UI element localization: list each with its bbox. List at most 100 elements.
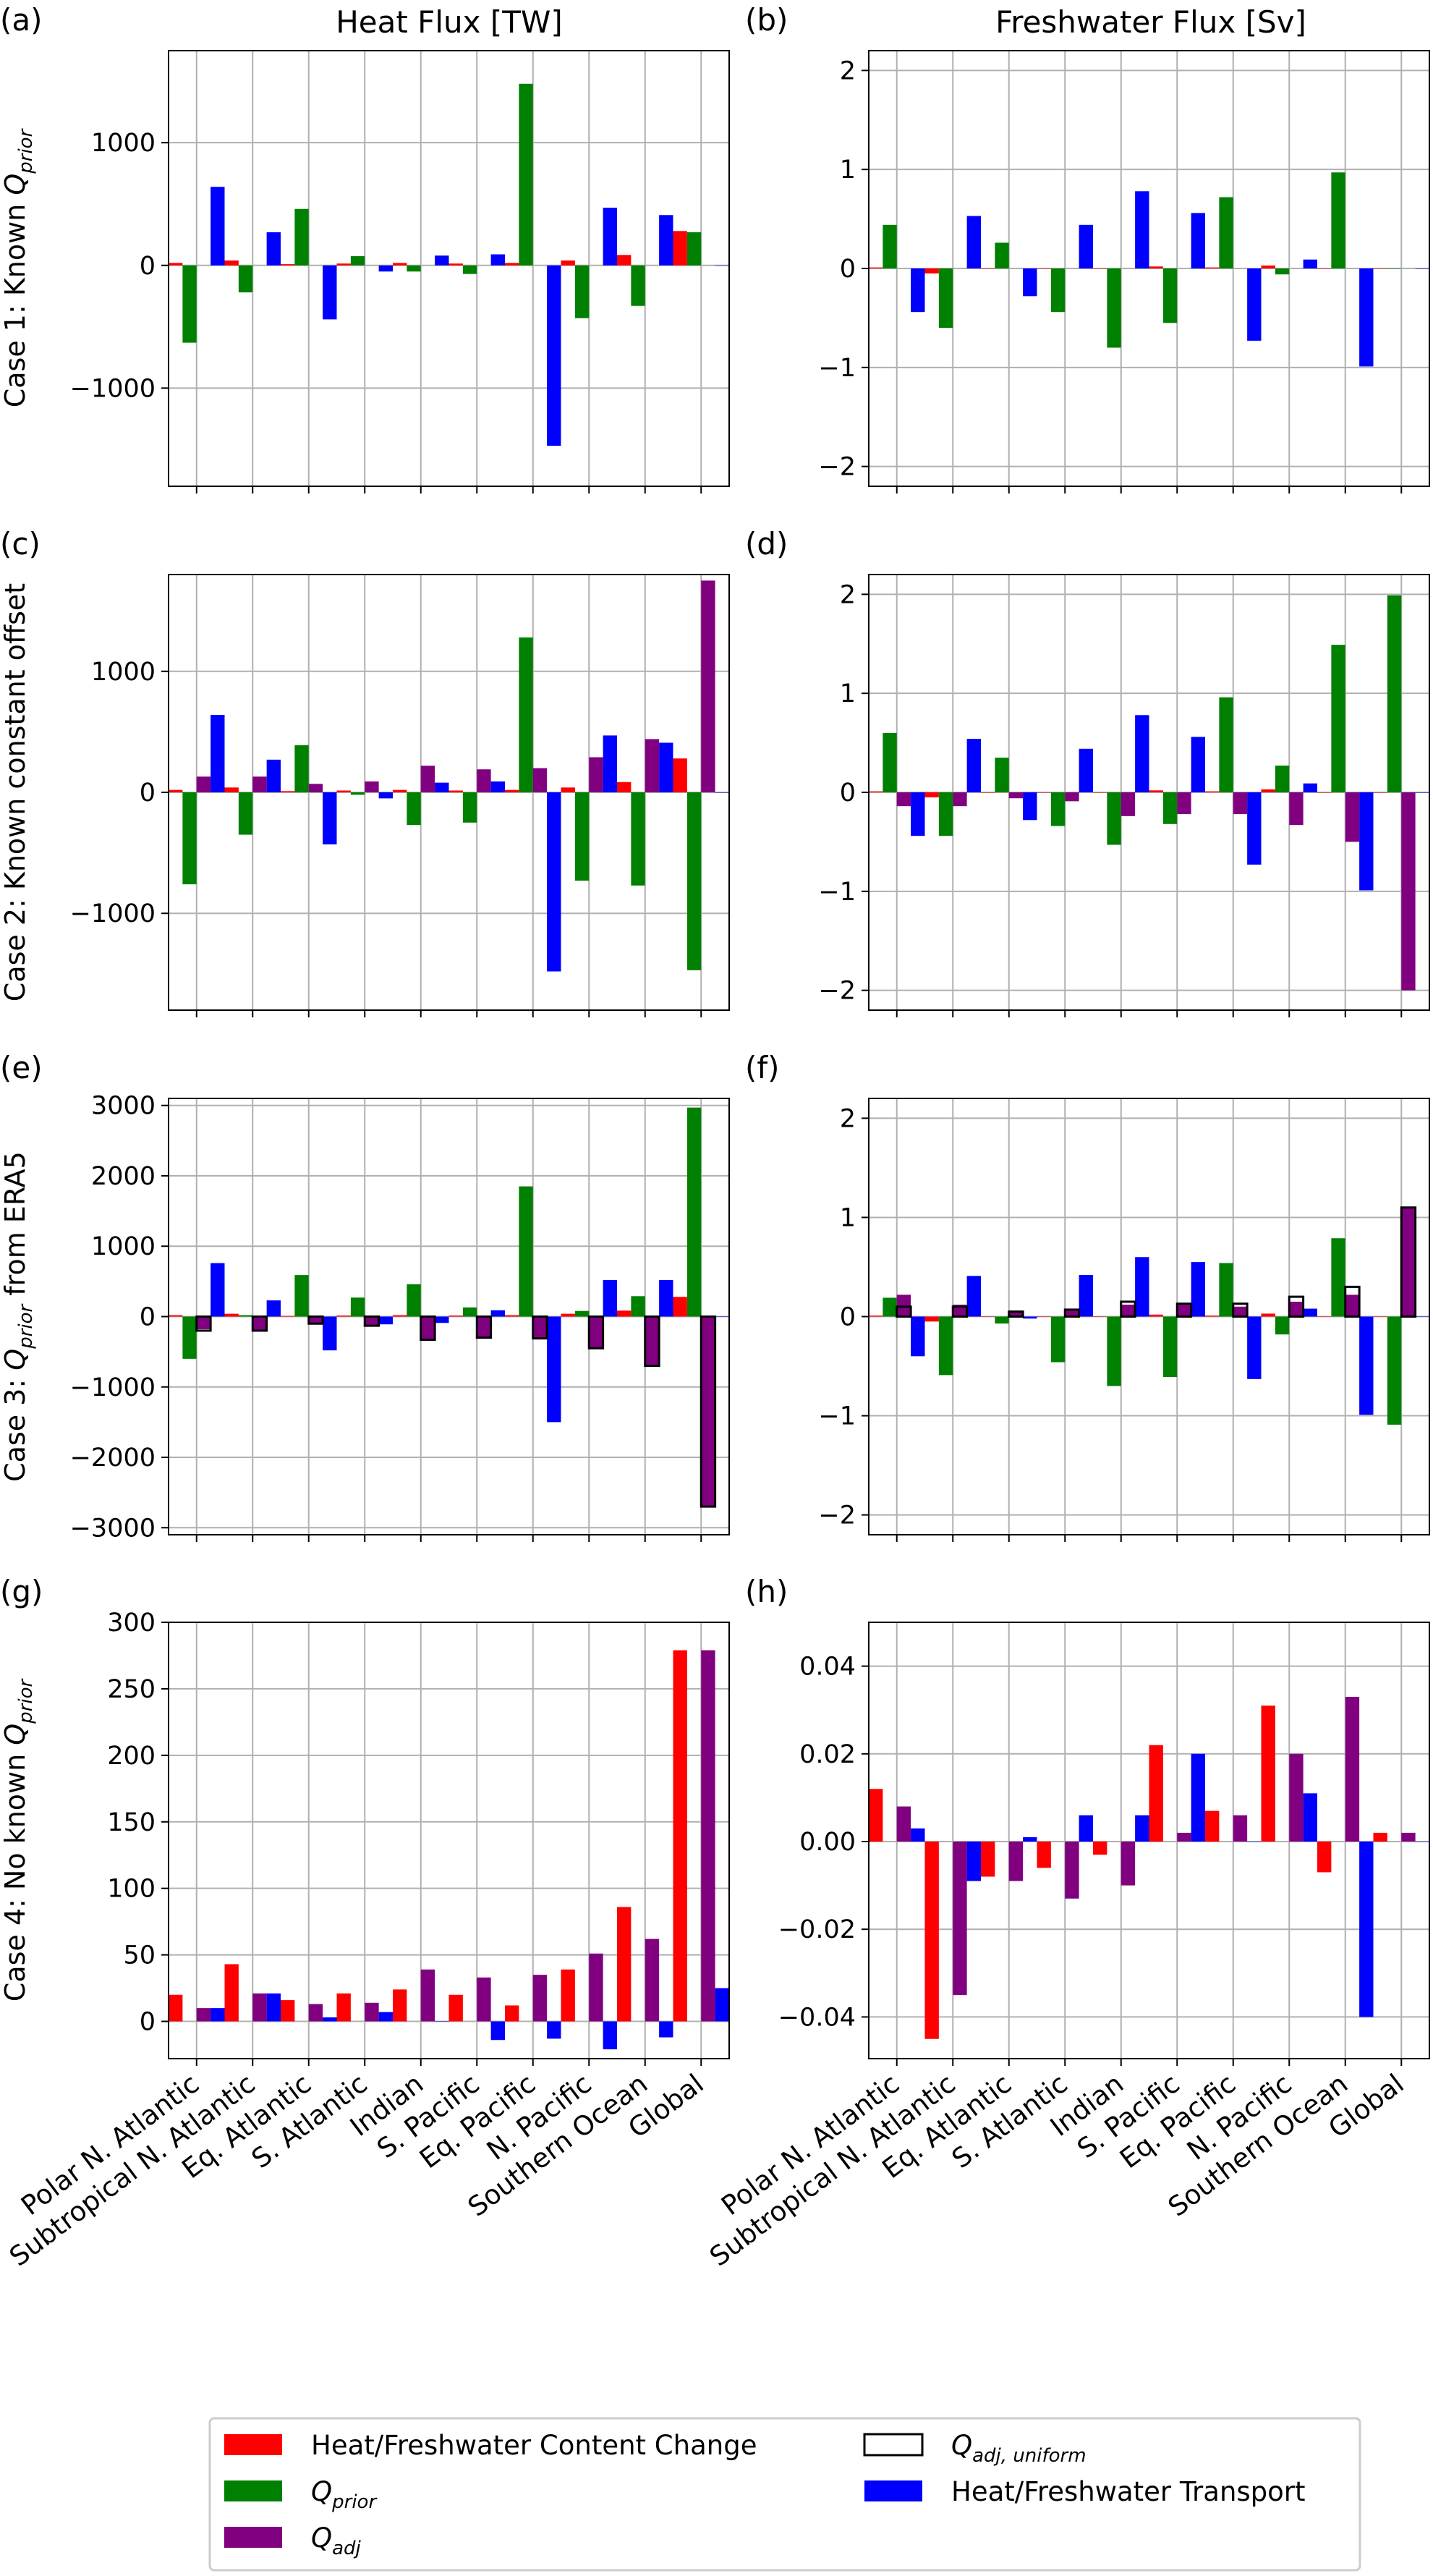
bar-q-adj bbox=[953, 1842, 967, 1996]
legend-swatch bbox=[864, 2480, 922, 2501]
bar-transport bbox=[1415, 268, 1429, 269]
bar-q-prior bbox=[1387, 595, 1402, 792]
bar-q-prior bbox=[1331, 645, 1345, 792]
bar-transport bbox=[378, 1316, 393, 1325]
bar-q-adj bbox=[532, 1975, 548, 2022]
panel-h: −0.04−0.020.000.020.04(h)Polar N. Atlant… bbox=[704, 1574, 1430, 2273]
bar-q-adj bbox=[1233, 1306, 1248, 1317]
bar-transport bbox=[547, 265, 561, 446]
bar-q-prior bbox=[686, 1107, 702, 1317]
bar-q-adj bbox=[365, 781, 379, 792]
panel-letter: (e) bbox=[0, 1050, 43, 1085]
bar-transport bbox=[490, 254, 505, 266]
bar-content-change bbox=[981, 268, 995, 269]
bar-q-adj bbox=[365, 2002, 379, 2022]
bar-q-prior bbox=[407, 792, 421, 826]
bar-content-change bbox=[505, 263, 519, 266]
bar-content-change bbox=[1205, 1810, 1220, 1842]
bar-q-adj bbox=[1401, 1832, 1416, 1842]
bar-q-prior bbox=[1219, 197, 1233, 268]
y-tick-label: 2 bbox=[840, 56, 856, 85]
y-tick-label: 0 bbox=[840, 1303, 856, 1332]
bar-q-prior bbox=[238, 1315, 253, 1317]
bar-content-change bbox=[561, 1969, 575, 2022]
bar-transport bbox=[547, 792, 561, 972]
bar-content-change bbox=[1317, 792, 1332, 793]
bar-transport bbox=[1023, 1836, 1037, 1842]
bar-q-prior bbox=[182, 792, 197, 885]
bar-q-adj bbox=[252, 1993, 267, 2022]
bar-content-change bbox=[1317, 1316, 1332, 1317]
bar-content-change bbox=[1093, 792, 1107, 793]
bar-transport bbox=[966, 1276, 981, 1317]
bar-q-prior bbox=[1331, 1238, 1345, 1317]
panel-b: −2 −1 0 1 2 (b) bbox=[745, 2, 1430, 493]
y-axis-label: Case 2: Known constant offset bbox=[0, 583, 31, 1001]
bar-content-change bbox=[281, 264, 295, 266]
bar-content-change bbox=[336, 263, 351, 266]
y-tick-label: 1 bbox=[840, 679, 856, 708]
bar-q-adj-uniform bbox=[1344, 1285, 1361, 1318]
legend: Heat/Freshwater Content Change Qprior Qadj… bbox=[208, 2417, 1361, 2572]
bar-transport bbox=[1359, 792, 1374, 891]
bar-transport bbox=[659, 742, 673, 792]
bar-transport bbox=[966, 216, 981, 268]
bar-q-adj bbox=[1065, 1310, 1079, 1317]
bar-q-adj-uniform bbox=[1232, 1302, 1249, 1318]
panel-letter: (d) bbox=[745, 526, 788, 562]
bar-q-adj-uniform bbox=[1063, 1308, 1081, 1318]
bar-transport bbox=[1023, 792, 1037, 821]
bar-content-change bbox=[673, 758, 687, 792]
y-tick-label: 0 bbox=[140, 2008, 156, 2037]
y-axis-label: Case 1: Known Qprior bbox=[0, 127, 37, 407]
bar-transport bbox=[715, 792, 729, 793]
bar-q-prior bbox=[686, 792, 702, 970]
bar-q-adj-uniform bbox=[896, 1305, 912, 1318]
bar-q-adj-uniform bbox=[532, 1315, 548, 1340]
bar-q-prior bbox=[1219, 1263, 1233, 1317]
bar-transport bbox=[1079, 1274, 1093, 1317]
bar-q-adj bbox=[1345, 1295, 1360, 1317]
bar-q-adj bbox=[196, 2008, 211, 2022]
bar-q-prior bbox=[938, 1316, 953, 1376]
bar-content-change bbox=[617, 1310, 632, 1317]
bar-q-adj-uniform bbox=[1120, 1300, 1136, 1318]
bar-transport bbox=[1135, 191, 1149, 268]
bar-transport bbox=[490, 781, 505, 792]
bar-content-change bbox=[924, 1842, 939, 2039]
bar-transport bbox=[1303, 1793, 1317, 1842]
bar-content-change bbox=[1261, 265, 1275, 268]
bar-transport bbox=[323, 265, 337, 320]
bar-q-prior bbox=[294, 745, 309, 792]
y-tick-label: 0.04 bbox=[799, 1653, 856, 1682]
bar-content-change bbox=[1317, 268, 1332, 269]
bar-transport bbox=[323, 2017, 337, 2022]
bar-content-change bbox=[561, 787, 575, 792]
bar-q-adj bbox=[1401, 792, 1416, 991]
bar-q-adj bbox=[1177, 1832, 1191, 1842]
bar-content-change bbox=[393, 263, 407, 266]
bar-q-adj bbox=[532, 768, 548, 792]
bar-q-prior bbox=[182, 1316, 197, 1359]
bar-q-adj bbox=[589, 1953, 603, 2022]
bar-transport bbox=[1415, 1316, 1429, 1317]
bar-content-change bbox=[1093, 268, 1107, 269]
axes-frame bbox=[868, 1098, 1430, 1535]
bar-q-adj bbox=[1008, 1842, 1024, 1881]
bar-content-change bbox=[224, 1964, 239, 2022]
bar-transport bbox=[659, 1279, 673, 1317]
bar-content-change bbox=[448, 1994, 463, 2022]
axes-frame bbox=[868, 574, 1430, 1011]
bar-content-change bbox=[1261, 1313, 1275, 1317]
bar-content-change bbox=[981, 1316, 995, 1317]
bar-content-change bbox=[448, 1315, 463, 1317]
bar-content-change bbox=[1149, 790, 1163, 792]
bar-content-change bbox=[1261, 789, 1275, 792]
bar-q-prior bbox=[883, 1297, 897, 1317]
bar-content-change bbox=[281, 1315, 295, 1317]
bar-content-change bbox=[1093, 1316, 1107, 1317]
bar-q-prior bbox=[686, 232, 702, 266]
bar-transport bbox=[266, 759, 281, 792]
y-tick-label: 0 bbox=[840, 255, 856, 284]
bar-q-adj bbox=[1345, 792, 1360, 842]
